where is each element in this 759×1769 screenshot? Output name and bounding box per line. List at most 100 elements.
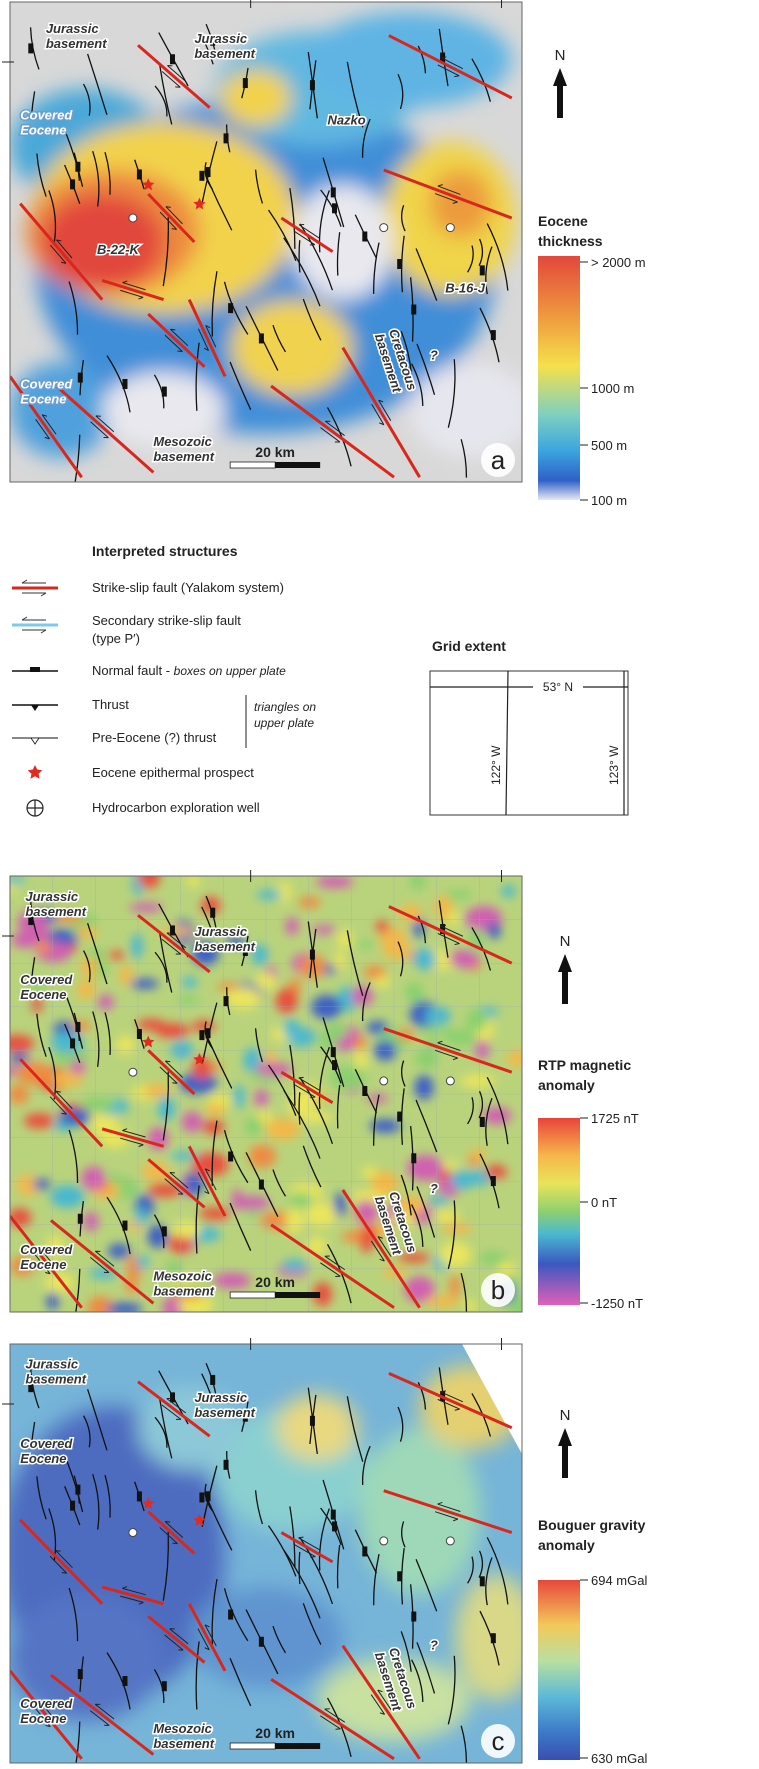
normal-fault-box [137, 1029, 142, 1039]
normal-fault-box [224, 996, 229, 1006]
map-label: CoveredEocene [20, 972, 73, 1002]
panel-letter: a [491, 445, 506, 475]
normal-fault-box [243, 78, 248, 88]
colorbar-label: 1725 nT [591, 1111, 639, 1126]
normal-fault-box [332, 203, 337, 213]
map-label: B-16-J [445, 280, 486, 295]
normal-fault-box [162, 1226, 167, 1236]
colorbar-label: 1000 m [591, 381, 634, 396]
normal-fault-box [259, 1180, 264, 1190]
map-label: Jurassicbasement [194, 31, 255, 61]
map-label: CoveredEocene [20, 108, 73, 138]
map-label: Jurassicbasement [46, 21, 107, 51]
map-label: CoveredEocene [20, 1436, 73, 1466]
normal-fault-box [170, 1392, 175, 1402]
normal-fault-box [206, 167, 211, 177]
well [380, 1537, 388, 1545]
colorbar [538, 256, 580, 500]
fault [299, 240, 300, 272]
colorbar-label: 500 m [591, 438, 627, 453]
normal-fault-box [210, 908, 215, 918]
scale-bar-white [230, 1743, 275, 1749]
normal-fault-box [362, 1086, 367, 1096]
well [446, 1077, 454, 1085]
colorbar [538, 1118, 580, 1305]
normal-fault-box [228, 1151, 233, 1161]
fault [299, 1552, 300, 1584]
normal-fault-box [397, 1571, 402, 1581]
normal-fault-box [228, 1610, 233, 1620]
map-label: ? [430, 1637, 438, 1652]
normal-fault-box [259, 333, 264, 343]
normal-fault-box [170, 925, 175, 935]
normal-fault-box [122, 1221, 127, 1231]
normal-fault-box [199, 171, 204, 181]
normal-fault-box [206, 1028, 211, 1038]
normal-fault-box [170, 54, 175, 64]
colorbar-label: -1250 nT [591, 1296, 643, 1311]
normal-fault-box [70, 1501, 75, 1511]
legend-strike-slip: Strike-slip fault (Yalakom system) [92, 580, 284, 595]
legend-secondary: Secondary strike-slip fault(type P′) [92, 613, 241, 646]
colorbar-title: RTP magneticanomaly [538, 1057, 631, 1093]
normal-fault-box [137, 1491, 142, 1501]
normal-fault-box [122, 379, 127, 389]
map-panel: Jurassicbasement Jurassicbasement CoveredE… [2, 0, 646, 508]
normal-fault-box [480, 1576, 485, 1586]
lon-right-label: 123° W [607, 745, 621, 785]
normal-fault-box [332, 1521, 337, 1531]
structure-legend: Interpreted structures Strike-slip fault… [12, 543, 316, 816]
prospect-symbol [28, 765, 42, 779]
normal-fault-box [137, 169, 142, 179]
legend-title: Interpreted structures [92, 543, 238, 559]
map-label: ? [430, 348, 438, 363]
north-arrow [558, 954, 572, 1004]
map-panel: JurassicbasementJurassicbasementCoveredE… [0, 864, 643, 1332]
grid-extent-title: Grid extent [432, 638, 506, 654]
figure: Interpreted structures Strike-slip fault… [0, 0, 759, 1769]
map: JurassicbasementJurassicbasementCoveredE… [0, 864, 535, 1332]
normal-fault-box [362, 231, 367, 241]
colorbar-label: 100 m [591, 493, 627, 508]
normal-fault-box [362, 1546, 367, 1556]
normal-fault-box [224, 1460, 229, 1470]
north-label: N [560, 933, 571, 950]
normal-fault-box [491, 330, 496, 340]
normal-fault-box [331, 1047, 336, 1057]
normal-fault-box [228, 303, 233, 313]
scale-bar-black [275, 1292, 320, 1298]
map: JurassicbasementJurassicbasementCoveredE… [0, 1344, 537, 1769]
normal-fault-box [397, 259, 402, 269]
well-symbol [27, 800, 43, 816]
normal-fault-box [310, 950, 315, 960]
well [446, 1537, 454, 1545]
scale-bar-white [230, 1292, 275, 1298]
strike-slip-symbol [12, 580, 58, 596]
colorbar-title: Bouguer gravityanomaly [538, 1517, 646, 1553]
normal-fault-box [310, 80, 315, 90]
legend-prospect: Eocene epithermal prospect [92, 765, 254, 780]
normal-fault-box [411, 1612, 416, 1622]
well [380, 224, 388, 232]
normal-fault-box [331, 1510, 336, 1520]
normal-fault-box [397, 1112, 402, 1122]
normal-fault-box [162, 387, 167, 397]
normal-fault-box [332, 1060, 337, 1070]
normal-fault-box [224, 133, 229, 143]
normal-fault-box [491, 1176, 496, 1186]
legend-pre-eocene: Pre-Eocene (?) thrust [92, 730, 217, 745]
secondary-symbol [12, 617, 58, 633]
north-label: N [555, 47, 566, 64]
normal-fault-box [491, 1633, 496, 1643]
colorbar-label: 0 nT [591, 1195, 617, 1210]
normal-fault-box [199, 1492, 204, 1502]
colorbar-label: 630 mGal [591, 1751, 647, 1766]
map-label: ? [430, 1181, 438, 1196]
well [380, 1077, 388, 1085]
scale-bar-white [230, 462, 275, 468]
north-arrow [558, 1428, 572, 1478]
normal-fault-box [70, 1038, 75, 1048]
